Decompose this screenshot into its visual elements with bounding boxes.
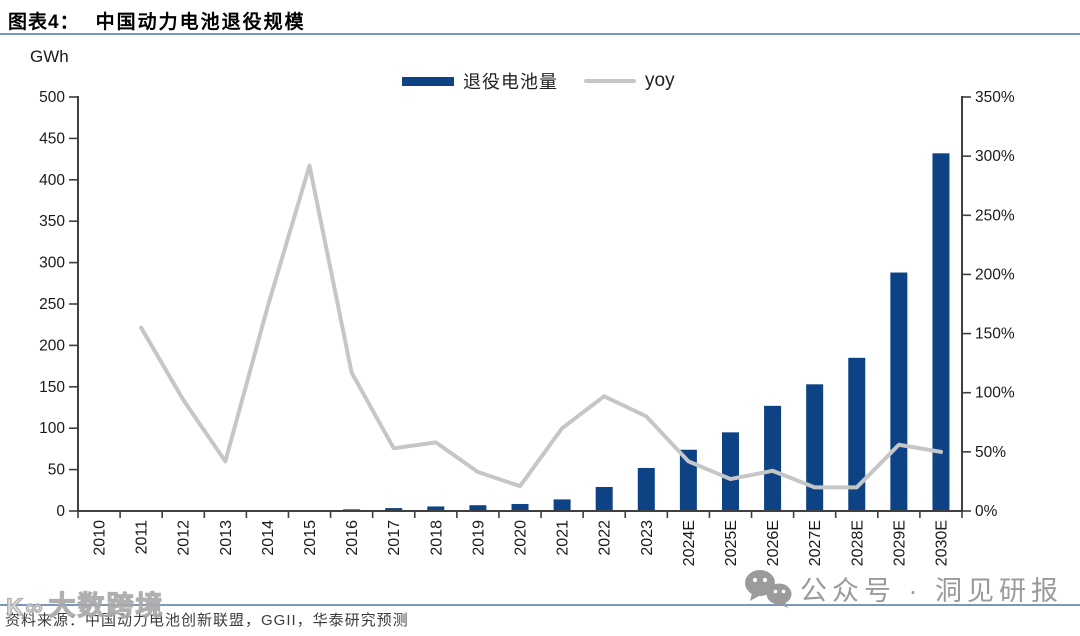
right-axis-tick-label: 300% — [975, 148, 1015, 165]
bar-2028E — [848, 357, 866, 512]
x-axis-label-2014: 2014 — [260, 520, 277, 556]
bar-2016 — [343, 509, 361, 512]
x-axis-label-2013: 2013 — [218, 520, 235, 556]
right-axis-tick-label: 0% — [975, 503, 998, 520]
x-axis-label-2028E: 2028E — [849, 520, 866, 566]
legend-line-swatch — [584, 79, 636, 83]
bars-series — [258, 153, 950, 512]
left-axis-unit-label: GWh — [30, 47, 69, 66]
bar-2020 — [511, 503, 529, 512]
dashu-logo-icon: K∞ — [5, 593, 45, 621]
left-axis-tick-label: 50 — [48, 462, 66, 479]
tick-marks — [69, 96, 971, 518]
watermark-bottom-left: K∞ 大数跨境 — [5, 584, 165, 623]
figure-number: 图表4： — [8, 12, 80, 33]
axes — [77, 96, 963, 512]
legend-bar-label: 退役电池量 — [463, 72, 558, 92]
left-axis-tick-label: 150 — [39, 379, 65, 396]
bar-2029E — [890, 272, 908, 512]
left-axis-tick-label: 200 — [39, 337, 65, 354]
bar-2024E — [679, 449, 697, 512]
bar-2030E — [932, 153, 950, 512]
left-axis-tick-label: 400 — [39, 172, 65, 189]
yoy-line — [139, 163, 943, 490]
left-axis-tick-label: 500 — [39, 89, 65, 106]
x-axis-label-2023: 2023 — [639, 520, 656, 556]
x-axis-label-2015: 2015 — [302, 520, 319, 556]
bar-2018 — [427, 506, 445, 512]
legend-bar-swatch — [402, 76, 454, 86]
right-axis-tick-label: 100% — [975, 385, 1015, 402]
source-note: 资料来源：中国动力电池创新联盟，GGII，华泰研究预测 — [5, 612, 409, 629]
x-axis-label-2027E: 2027E — [807, 520, 824, 566]
bar-2014 — [258, 510, 276, 512]
x-axis-label-2021: 2021 — [555, 520, 572, 556]
right-axis-tick-label: 50% — [975, 444, 1006, 461]
x-axis-label-2024E: 2024E — [681, 520, 698, 566]
bar-2026E — [764, 405, 782, 512]
bar-2027E — [806, 384, 824, 512]
x-axis-label-2019: 2019 — [470, 520, 487, 556]
x-axis-label-2010: 2010 — [92, 520, 109, 556]
right-axis-tick-label: 350% — [975, 89, 1015, 106]
x-axis-label-2011: 2011 — [134, 520, 151, 555]
left-axis-tick-label: 100 — [39, 420, 65, 437]
left-axis-tick-label: 250 — [39, 296, 65, 313]
chart-legend: 退役电池量 yoy — [402, 70, 675, 92]
x-axis-label-2026E: 2026E — [765, 520, 782, 566]
bar-2025E — [721, 432, 739, 512]
x-axis-label-2016: 2016 — [344, 520, 361, 556]
right-axis-tick-label: 200% — [975, 266, 1015, 283]
left-axis-tick-label: 0 — [56, 503, 65, 520]
footer-divider — [0, 604, 1080, 606]
x-axis-label-2025E: 2025E — [723, 520, 740, 566]
title-divider — [0, 33, 1080, 35]
bar-2017 — [385, 508, 403, 512]
watermark-right-text: 公众号 · 洞见研报 — [800, 575, 1063, 606]
x-axis-label-2018: 2018 — [428, 520, 445, 556]
x-axis-label-2017: 2017 — [386, 520, 403, 556]
bar-2022 — [595, 486, 613, 512]
x-axis-label-2012: 2012 — [176, 520, 193, 556]
right-axis-tick-label: 150% — [975, 326, 1015, 343]
x-axis-label-2029E: 2029E — [891, 520, 908, 566]
left-axis-tick-label: 450 — [39, 130, 65, 147]
right-axis-tick-label: 250% — [975, 207, 1015, 224]
bar-2019 — [469, 505, 487, 512]
left-axis-tick-label: 300 — [39, 255, 65, 272]
chart-header: 图表4： 中国动力电池退役规模 — [8, 7, 306, 34]
watermark-left-text: 大数跨境 — [48, 590, 165, 621]
x-axis-label-2022: 2022 — [597, 520, 614, 556]
bar-2023 — [637, 467, 655, 512]
axis-labels: 0 50 100 150 200 250 300 350 400 450 500 0% 50% 100% 1… — [39, 89, 1015, 566]
bar-2021 — [553, 499, 571, 512]
bar-2015 — [301, 510, 319, 512]
page-title: 中国动力电池退役规模 — [95, 12, 306, 33]
legend-line-label: yoy — [645, 70, 675, 91]
x-axis-label-2020: 2020 — [513, 520, 530, 556]
watermark-bottom-right: 公众号 · 洞见研报 — [744, 568, 1063, 608]
left-axis-tick-label: 350 — [39, 213, 65, 230]
x-axis-label-2030E: 2030E — [933, 520, 950, 566]
wechat-icon — [745, 570, 792, 608]
